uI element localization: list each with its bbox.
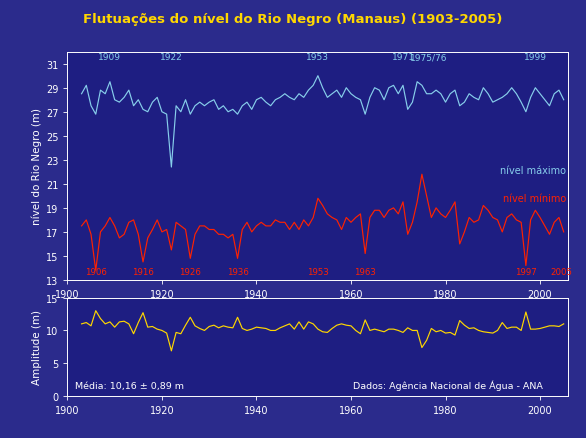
Text: Flutuações do nível do Rio Negro (Manaus) (1903-2005): Flutuações do nível do Rio Negro (Manaus… xyxy=(83,13,503,26)
Text: Dados: Agência Nacional de Água - ANA: Dados: Agência Nacional de Água - ANA xyxy=(353,380,543,391)
Text: 1999: 1999 xyxy=(524,53,547,62)
Text: Média: 10,16 ± 0,89 m: Média: 10,16 ± 0,89 m xyxy=(75,381,184,391)
Text: 1963: 1963 xyxy=(354,268,376,277)
Text: 1975/76: 1975/76 xyxy=(410,53,448,62)
Text: nível máximo: nível máximo xyxy=(500,166,566,176)
Text: 1971: 1971 xyxy=(391,53,414,62)
Text: 1906: 1906 xyxy=(85,268,107,277)
Y-axis label: Amplitude (m): Amplitude (m) xyxy=(32,310,42,385)
Text: 1909: 1909 xyxy=(98,53,121,62)
Text: 1922: 1922 xyxy=(160,53,183,62)
Text: 1953: 1953 xyxy=(307,268,329,277)
Text: 2005: 2005 xyxy=(550,268,573,277)
Text: 1936: 1936 xyxy=(227,268,248,277)
Text: 1953: 1953 xyxy=(306,53,329,62)
Text: 1916: 1916 xyxy=(132,268,154,277)
Text: 1926: 1926 xyxy=(179,268,201,277)
Text: 1997: 1997 xyxy=(515,268,537,277)
Text: nível mínimo: nível mínimo xyxy=(503,193,566,203)
Y-axis label: nível do Rio Negro (m): nível do Rio Negro (m) xyxy=(31,108,42,225)
